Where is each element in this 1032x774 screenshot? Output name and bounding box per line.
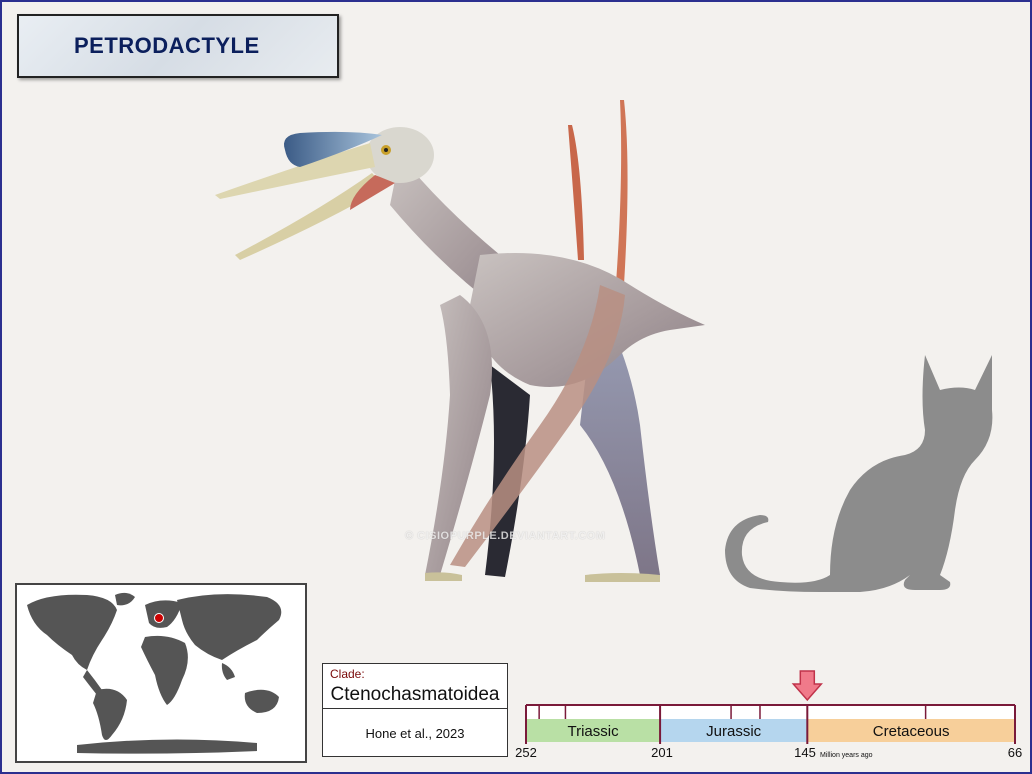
down-arrow-icon [791, 670, 823, 702]
clade-label: Clade: [330, 667, 365, 681]
tick-label-66: 66 [1008, 745, 1022, 760]
timeline-unit-label: Million years ago [820, 752, 873, 759]
tick-label-252: 252 [515, 745, 537, 760]
period-label-triassic: Triassic [567, 723, 619, 740]
clade-box: Clade: Ctenochasmatoidea Hone et al., 20… [322, 663, 508, 757]
period-fill-triassic [526, 719, 661, 742]
page-title: PETRODACTYLE [74, 33, 260, 58]
geologic-timeline: Triassic Jurassic Cretaceous 252 201 145 M… [515, 670, 1022, 760]
title-box: PETRODACTYLE [17, 14, 339, 78]
tick-label-145: 145 [794, 745, 816, 760]
location-dot-icon [154, 613, 164, 623]
period-fill-jurassic [660, 719, 808, 742]
period-label-jurassic: Jurassic [706, 723, 762, 740]
clade-name: Ctenochasmatoidea [330, 684, 500, 705]
tick-label-201: 201 [651, 745, 673, 760]
period-fill-cretaceous [807, 719, 1015, 742]
clade-divider [323, 708, 507, 709]
pterosaur-illustration [215, 100, 705, 582]
world-map [27, 592, 282, 754]
period-label-cretaceous: Cretaceous [873, 723, 950, 740]
clade-citation: Hone et al., 2023 [365, 726, 465, 741]
cat-silhouette [725, 355, 993, 592]
watermark-text: © CISIOPURPLE.DEVIANTART.COM [405, 530, 606, 542]
distribution-map [15, 583, 307, 763]
